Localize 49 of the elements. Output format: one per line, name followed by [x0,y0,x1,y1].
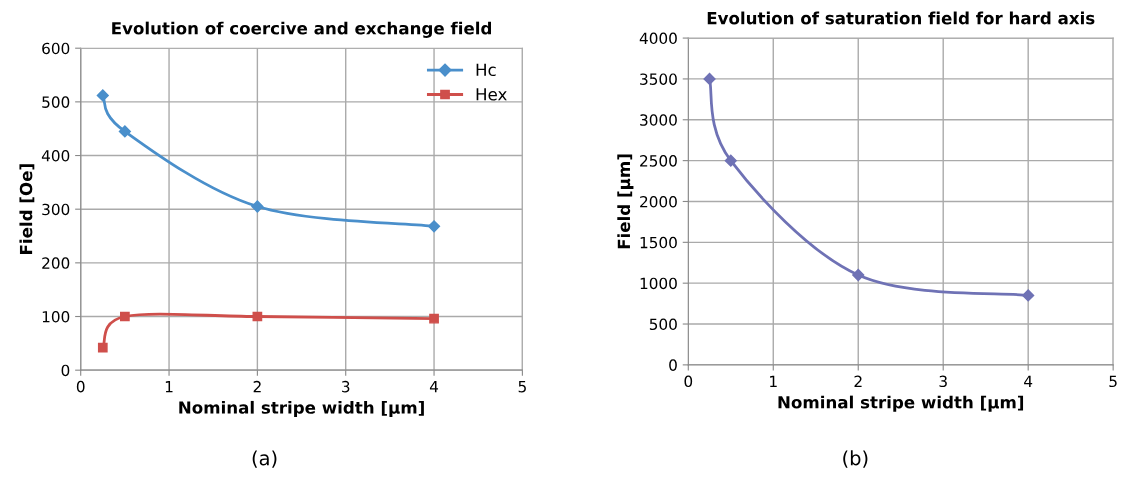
point [429,313,439,324]
x-tick-label: 1 [165,381,173,393]
x-tick-label: 1 [770,375,777,387]
y-axis-title: Field [Oe] [19,164,35,254]
legend-label: Hc [476,63,496,77]
point [96,89,109,102]
x-tick-label: 4 [429,381,439,393]
point [120,311,130,322]
y-tick-label: 300 [42,203,70,216]
y-axis-title: Field [µm] [617,154,634,249]
y-tick-label: 100 [42,310,70,323]
point [97,342,108,353]
x-axis-title: Nominal stripe width [µm] [179,400,424,418]
y-tick-label: 0 [669,359,677,371]
point [724,154,737,167]
text: (a) [252,450,277,468]
y-tick-label: 500 [42,96,70,108]
x-tick-label: 5 [518,381,526,393]
x-tick-label: 3 [342,380,350,393]
chart-title: Evolution of coercive and exchange field [112,21,491,38]
chart-title: Evolution of saturation field for hard axis [707,11,1095,25]
y-tick-label: 1500 [640,236,677,249]
x-tick-label: 0 [684,375,693,388]
x-tick-label: 4 [1024,375,1033,387]
x-tick-label: 2 [854,375,862,387]
point [1022,289,1035,302]
x-axis-title: Nominal stripe width [µm] [778,395,1024,412]
y-tick-label: 600 [42,42,70,55]
y-tick-label: 1000 [640,277,677,290]
y-tick-label: 0 [61,364,70,377]
point [118,125,131,138]
point [427,220,441,233]
y-tick-label: 4000 [639,32,677,45]
x-tick-label: 3 [939,375,947,388]
point [852,268,865,282]
y-tick-label: 400 [41,149,70,162]
x-tick-label: 2 [253,380,261,393]
point [703,72,716,86]
y-tick-label: 2500 [640,155,677,167]
y-tick-label: 500 [649,318,677,331]
point [251,200,264,213]
x-tick-label: 0 [76,380,85,393]
y-tick-label: 200 [42,257,70,269]
text: (b) [843,450,868,468]
y-tick-label: 3500 [640,73,677,85]
y-tick-label: 3000 [640,114,677,126]
legend-label: Hex [476,88,507,101]
x-tick-label: 5 [1109,375,1117,388]
y-tick-label: 2000 [640,195,677,208]
